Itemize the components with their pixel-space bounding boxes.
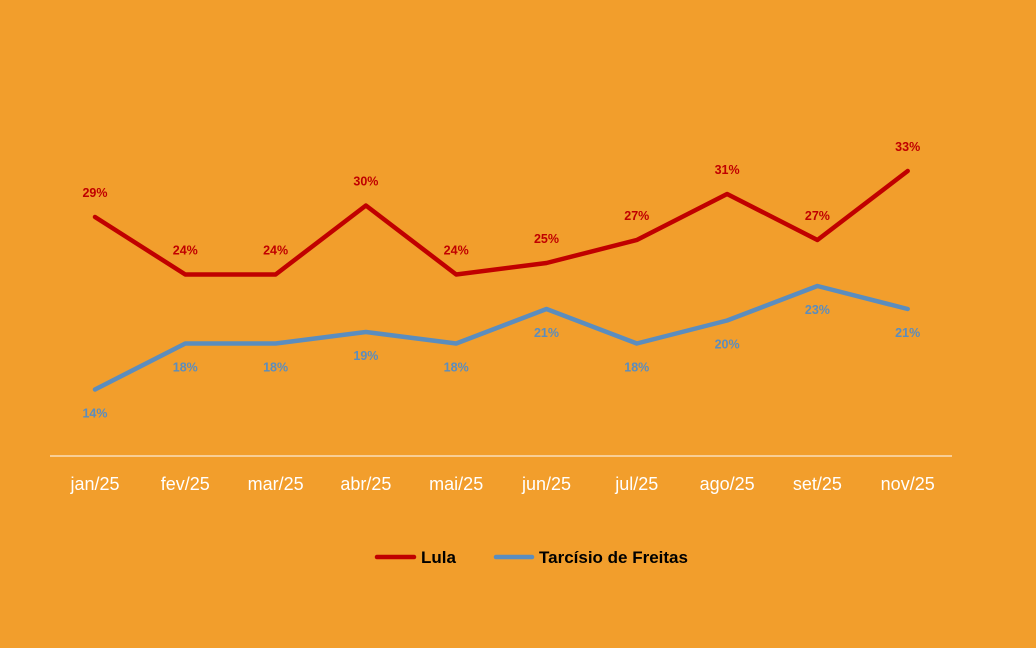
x-tick-label: fev/25: [161, 474, 210, 494]
legend-label: Lula: [421, 548, 456, 567]
data-label: 18%: [173, 361, 198, 375]
data-label: 21%: [534, 326, 559, 340]
data-label: 20%: [715, 338, 740, 352]
x-tick-label: jan/25: [69, 474, 119, 494]
x-tick-label: mar/25: [248, 474, 304, 494]
data-label: 23%: [805, 303, 830, 317]
x-tick-label: set/25: [793, 474, 842, 494]
legend: Lula Tarcísio de Freitas: [374, 548, 688, 567]
data-label-layer: 29% 24% 24% 30% 24% 25% 27% 31% 27% 33% 14% 18% 18% 1…: [82, 140, 920, 421]
x-tick-label: nov/25: [881, 474, 935, 494]
data-label: 19%: [353, 349, 378, 363]
data-label: 25%: [534, 232, 559, 246]
x-tick-label: abr/25: [340, 474, 391, 494]
data-label: 18%: [624, 361, 649, 375]
data-label: 24%: [173, 244, 198, 258]
data-label: 24%: [263, 244, 288, 258]
data-label: 29%: [82, 186, 107, 200]
x-tick-label: mai/25: [429, 474, 483, 494]
data-label: 33%: [895, 140, 920, 154]
x-tick-label: ago/25: [700, 474, 755, 494]
series-line-1: [92, 168, 910, 277]
data-label: 27%: [805, 209, 830, 223]
x-tick-label: jul/25: [614, 474, 658, 494]
data-label: 30%: [353, 175, 378, 189]
series-layer: [92, 168, 910, 392]
data-label: 24%: [444, 244, 469, 258]
data-label: 18%: [444, 361, 469, 375]
data-label: 18%: [263, 361, 288, 375]
series-line-2: [92, 283, 910, 392]
x-tick-layer: jan/25 fev/25 mar/25 abr/25 mai/25 jun/25 jul/…: [69, 474, 934, 494]
data-label: 31%: [715, 163, 740, 177]
data-label: 27%: [624, 209, 649, 223]
data-label: 21%: [895, 326, 920, 340]
legend-label: Tarcísio de Freitas: [539, 548, 688, 567]
x-tick-label: jun/25: [521, 474, 571, 494]
data-label: 14%: [82, 407, 107, 421]
